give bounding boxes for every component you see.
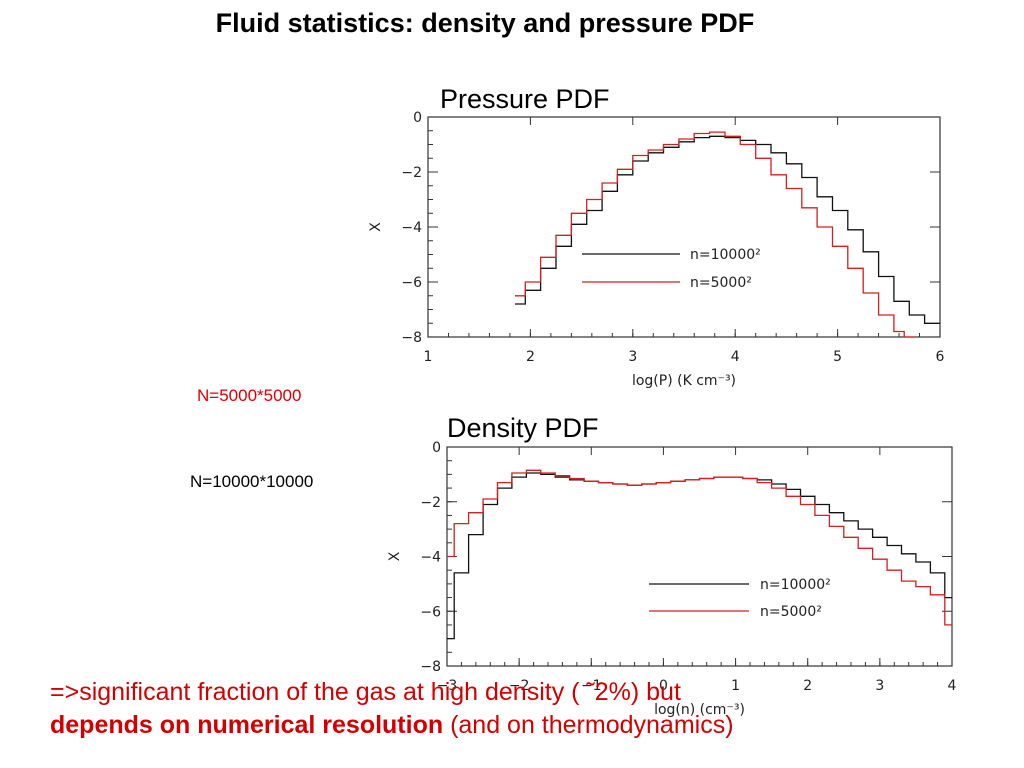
pressure-xtick-label: 3 (628, 349, 637, 365)
density-ytick-label: −2 (420, 495, 441, 511)
density-ytick-label: −8 (420, 659, 441, 675)
pressure-xtick-label: 1 (424, 349, 433, 365)
pressure-xaxis-label: log(P) (K cm⁻³) (632, 373, 736, 389)
pressure-ytick-label: −2 (401, 165, 422, 181)
density-legend-label: n=10000² (760, 577, 831, 593)
density-legend-label: n=5000² (760, 604, 822, 620)
slide-title: Fluid statistics: density and pressure P… (215, 8, 755, 38)
pressure-ytick-label: −8 (401, 330, 422, 346)
pressure-xtick-label: 5 (833, 349, 842, 365)
density-xtick-label: 4 (948, 678, 957, 694)
pressure-legend-label: n=10000² (690, 247, 761, 263)
density-pdf-title: Density PDF (447, 413, 599, 443)
pressure-plot-frame (427, 116, 941, 338)
pressure-series-line-n5000 (515, 131, 915, 338)
footer-bold-text: depends on numerical resolution (50, 711, 444, 739)
density-ytick-label: −6 (420, 604, 441, 620)
density-xtick-label: −1 (581, 678, 602, 694)
density-xaxis-label: log(n) (cm⁻³) (654, 702, 745, 718)
footer-rest-text: (and on thermodynamics) (443, 711, 734, 739)
pressure-series-line-n10000 (515, 135, 940, 324)
footer-line-1: =>significant fraction of the gas at hig… (50, 678, 681, 706)
note-n10000: N=10000*10000 (190, 472, 314, 491)
pressure-xtick-label: 4 (731, 349, 740, 365)
density-xtick-label: −3 (437, 678, 458, 694)
density-series-line-n5000 (447, 469, 952, 626)
pressure-yaxis-label: X (368, 222, 384, 232)
pressure-legend-label: n=5000² (690, 275, 752, 291)
footer-line-2: depends on numerical resolution (and on … (50, 709, 1010, 742)
density-xtick-label: 2 (803, 678, 812, 694)
pressure-pdf-title: Pressure PDF (440, 84, 610, 114)
note-n5000: N=5000*5000 (197, 386, 302, 405)
pressure-ytick-label: −6 (401, 275, 422, 291)
pressure-xtick-label: 2 (526, 349, 535, 365)
pressure-xtick-label: 6 (936, 349, 945, 365)
density-ytick-label: 0 (432, 440, 441, 456)
density-ytick-label: −4 (420, 550, 441, 566)
density-xtick-label: −2 (509, 678, 530, 694)
pressure-pdf-chart: 1 2 3 4 5 6 0 −2 −4 −6 −8 log(P) (K cm⁻³) Xn=10000² n… (368, 110, 945, 389)
density-xtick-label: 1 (731, 678, 740, 694)
footer-text: =>significant fraction of the gas at hig… (50, 676, 1010, 742)
density-series-line-n10000 (447, 472, 952, 640)
density-pdf-chart: −3 −2 −1 0 1 2 3 4 0 −2 −4 −6 −8 log(n) (cm⁻³) Xn=1000… (387, 440, 957, 718)
density-xtick-label: 3 (875, 678, 884, 694)
pressure-ytick-label: −4 (401, 220, 422, 236)
density-yaxis-label: X (387, 551, 403, 561)
pressure-ytick-label: 0 (413, 110, 422, 126)
density-xtick-label: 0 (659, 678, 668, 694)
